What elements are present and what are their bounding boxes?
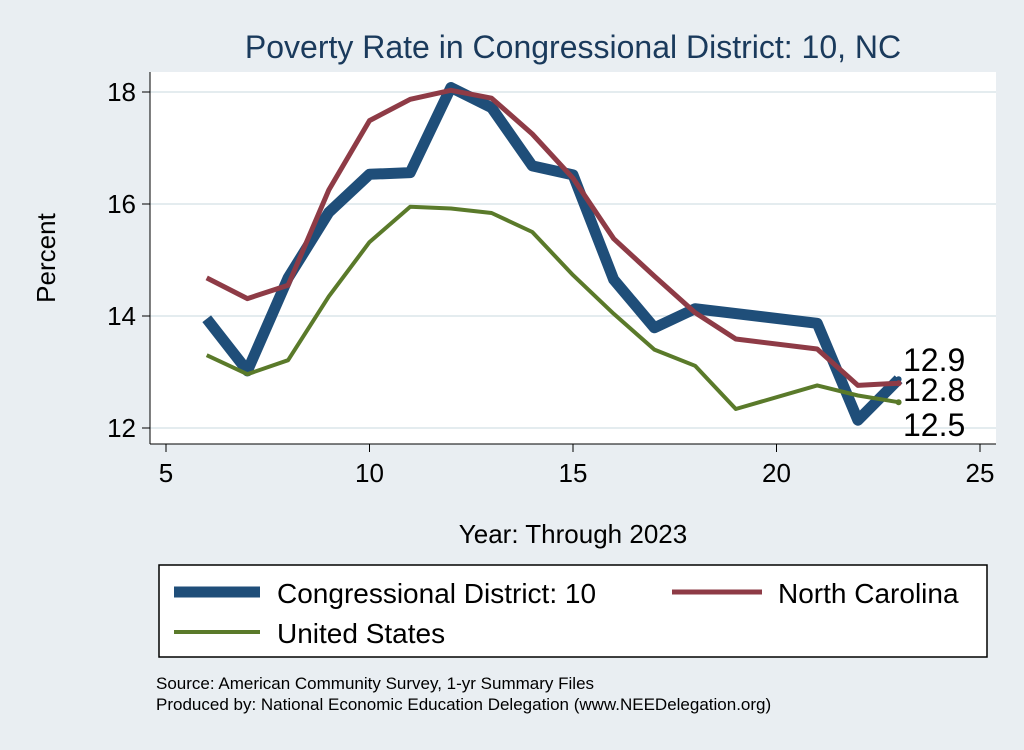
series-line-district [202, 82, 903, 426]
chart-title: Poverty Rate in Congressional District: … [245, 29, 901, 65]
y-tick-label: 14 [107, 301, 136, 331]
series-line-united-states [205, 204, 899, 411]
x-tick-label: 25 [966, 458, 995, 488]
source-note: Source: American Community Survey, 1-yr … [156, 674, 594, 693]
x-axis-title: Year: Through 2023 [459, 519, 687, 549]
plot-area [150, 72, 996, 444]
legend-label-north-carolina: North Carolina [778, 578, 959, 609]
legend-label-district: Congressional District: 10 [277, 578, 596, 609]
y-tick-label: 18 [107, 77, 136, 107]
producer-note: Produced by: National Economic Education… [156, 695, 771, 714]
y-tick-label: 16 [107, 189, 136, 219]
x-tick-label: 20 [762, 458, 791, 488]
end-labels: 12.912.812.5 [895, 342, 965, 443]
x-tick-label: 10 [355, 458, 384, 488]
x-tick-label: 5 [159, 458, 173, 488]
axis-ticks: 12 14 16 18 5 10 15 20 25 [107, 77, 994, 488]
end-label-district: 12.9 [903, 342, 965, 378]
legend-box [158, 564, 988, 658]
legend: Congressional District: 10 North Carolin… [158, 564, 988, 658]
end-point-north-carolina [895, 380, 902, 387]
y-axis-title: Percent [31, 212, 61, 302]
series-line-north-carolina [205, 87, 899, 388]
series-lines [202, 82, 903, 426]
end-label-north-carolina: 12.8 [903, 372, 965, 408]
y-tick-label: 12 [107, 413, 136, 443]
end-point-united-states [895, 399, 902, 406]
legend-label-united-states: United States [277, 618, 445, 649]
gridlines [150, 91, 996, 429]
x-tick-label: 15 [559, 458, 588, 488]
end-label-united-states: 12.5 [903, 407, 965, 443]
